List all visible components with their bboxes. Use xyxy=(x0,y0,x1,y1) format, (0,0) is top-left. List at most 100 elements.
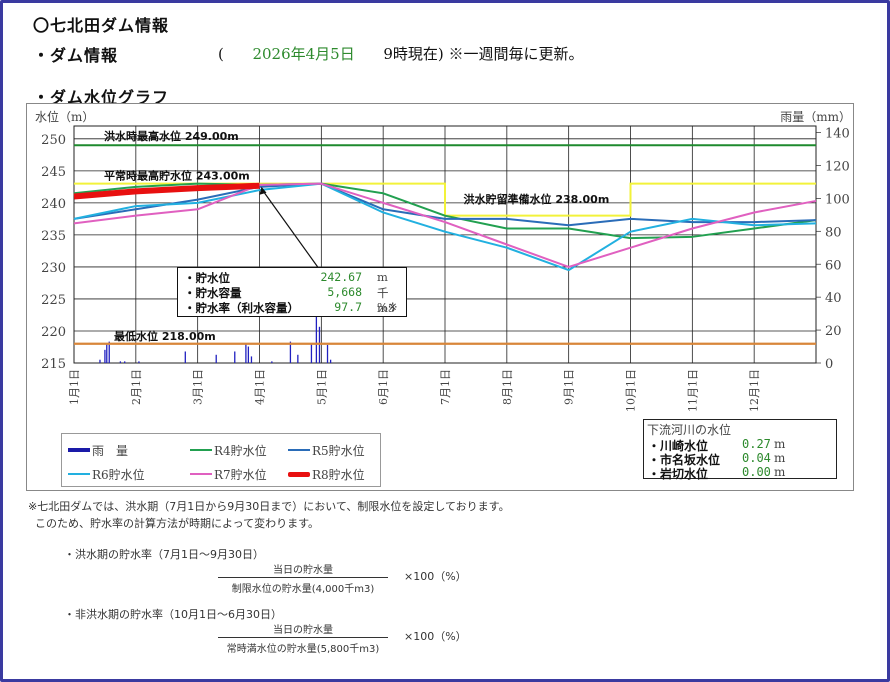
downstream-river-levels: 下流河川の水位 ・川崎水位 0.27 m ・市名坂水位 0.04 m ・岩切水位… xyxy=(643,419,837,481)
x-tick-label: 5月1日 xyxy=(315,369,328,405)
non-flood-season-formula: 当日の貯水量 常時満水位の貯水量(5,800千m3) xyxy=(218,621,388,655)
callout-arrowhead xyxy=(259,186,267,195)
ds-unit: m xyxy=(774,451,786,465)
calculation-note: このため、貯水率の計算方法が時期によって変わります。 xyxy=(28,517,320,530)
legend-label: 雨 量 xyxy=(92,443,129,458)
ds-label: ・市名坂水位 xyxy=(648,453,721,467)
normal-max-level-line xyxy=(74,182,816,217)
y-tick-label: 235 xyxy=(41,229,66,244)
series-line-R7貯水位 xyxy=(73,182,817,268)
legend-label: R5貯水位 xyxy=(312,443,365,458)
info-label: ・貯水容量 xyxy=(184,286,242,300)
legend-item-r6: R6貯水位 xyxy=(68,466,145,482)
flood-season-formula: 当日の貯水量 制限水位の貯水量(4,000千m3) xyxy=(218,561,388,595)
x-tick-label: 8月1日 xyxy=(501,369,514,405)
legend-item-rainfall: 雨 量 xyxy=(68,442,128,458)
x-tick-label: 11月1日 xyxy=(686,369,699,412)
downstream-row-kawasaki: ・川崎水位 0.27 m xyxy=(648,437,833,453)
legend-label: R8貯水位 xyxy=(312,467,365,482)
flood-season-rate-title: ・洪水期の貯水率（7月1日～9月30日） xyxy=(64,548,264,561)
update-time-note: 9時現在) ※一週間毎に更新。 xyxy=(383,45,584,63)
info-unit: %※ xyxy=(377,300,398,314)
page-title: 〇七北田ダム情報 xyxy=(33,16,170,35)
info-value: 242.67 xyxy=(320,270,362,284)
info-value: 97.7 xyxy=(334,300,362,314)
flood-multiplier: ×100（%） xyxy=(404,570,467,583)
info-unit: m xyxy=(377,270,388,284)
series-line-R8貯水位 xyxy=(73,182,260,200)
info-row-storage-volume: ・貯水容量 5,668 千m3 xyxy=(184,285,404,315)
non-flood-season-rate-title: ・非洪水期の貯水率（10月1日～6月30日） xyxy=(64,608,282,621)
ds-unit: m xyxy=(774,465,786,479)
legend-label: R6貯水位 xyxy=(92,467,145,482)
y2-tick-label: 60 xyxy=(825,258,842,273)
reference-line-label: 洪水時最高水位 249.00m xyxy=(104,129,239,143)
reference-line-label: 平常時最高貯水位 243.00m xyxy=(104,169,250,183)
chart-plot-area: 215 220 225 230 235 240 245 250 0 20 40 60 80 100 120 1… xyxy=(41,125,850,412)
y-tick-label: 240 xyxy=(41,197,66,212)
chart-legend: 雨 量 R4貯水位 R5貯水位 R6貯水位 R7貯水位 R8貯水位 xyxy=(61,433,381,487)
callout-arrow xyxy=(261,188,320,270)
x-tick-label: 1月1日 xyxy=(68,369,81,405)
x-tick-label: 7月1日 xyxy=(439,369,452,405)
legend-label: R7貯水位 xyxy=(214,467,267,482)
y-axis-label-left: 水位（m） xyxy=(35,110,95,124)
y2-tick-label: 0 xyxy=(825,357,833,372)
water-level-graph-heading: ・ダム水位グラフ xyxy=(33,88,170,107)
ds-value: 0.27 xyxy=(742,437,771,451)
y2-tick-label: 20 xyxy=(825,324,842,339)
legend-label: R4貯水位 xyxy=(214,443,267,458)
flood-season-note: ※七北田ダムでは、洪水期（7月1日から9月30日まで）において、制限水位を設定し… xyxy=(28,500,510,513)
formula-numerator: 当日の貯水量 xyxy=(218,621,388,638)
x-tick-label: 2月1日 xyxy=(130,369,143,405)
stamp-open-paren: ( xyxy=(218,45,224,63)
ds-value: 0.04 xyxy=(742,451,771,465)
x-tick-label: 6月1日 xyxy=(377,369,390,405)
legend-swatch xyxy=(190,449,212,451)
water-level-chart: 水位（m） 雨量（mm） 215 220 225 230 235 240 245 250 0 20… xyxy=(26,103,854,491)
dam-info-heading: ・ダム情報 xyxy=(33,46,119,65)
legend-swatch xyxy=(68,448,90,452)
reference-line-label: 洪水貯留準備水位 238.00m xyxy=(464,192,610,206)
legend-swatch xyxy=(288,449,310,451)
update-date: 2026年4月5日 xyxy=(252,45,355,63)
update-timestamp: ( 2026年4月5日 9時現在) ※一週間毎に更新。 xyxy=(218,43,584,64)
downstream-row-iwakiri: ・岩切水位 0.00 m xyxy=(648,465,833,481)
x-tick-label: 4月1日 xyxy=(254,369,267,405)
plot-border xyxy=(73,125,817,364)
y-tick-label: 225 xyxy=(41,293,66,308)
downstream-title: 下流河川の水位 xyxy=(647,423,732,437)
y-tick-label: 215 xyxy=(41,357,66,372)
y2-tick-label: 120 xyxy=(825,160,850,175)
legend-swatch xyxy=(68,473,90,475)
y2-tick-label: 80 xyxy=(825,225,842,240)
y2-tick-label: 140 xyxy=(825,127,850,142)
formula-numerator: 当日の貯水量 xyxy=(218,561,388,578)
y-tick-label: 230 xyxy=(41,261,66,276)
y-tick-label: 245 xyxy=(41,165,66,180)
x-tick-label: 9月1日 xyxy=(563,369,576,405)
downstream-row-ichinazaka: ・市名坂水位 0.04 m xyxy=(648,451,833,467)
series-line-R4貯水位 xyxy=(73,182,817,240)
legend-swatch xyxy=(288,471,310,477)
series-line-R6貯水位 xyxy=(73,182,817,272)
legend-item-r8: R8貯水位 xyxy=(288,466,365,482)
legend-item-r4: R4貯水位 xyxy=(190,442,267,458)
ds-value: 0.00 xyxy=(742,465,771,479)
y2-tick-label: 100 xyxy=(825,192,850,207)
series-line-R5貯水位 xyxy=(73,182,817,227)
legend-item-r5: R5貯水位 xyxy=(288,442,365,458)
info-label: ・貯水位 xyxy=(184,271,230,285)
y-tick-label: 250 xyxy=(41,133,66,148)
y-tick-label: 220 xyxy=(41,325,66,340)
y-axis-label-right: 雨量（mm） xyxy=(780,110,851,124)
info-value: 5,668 xyxy=(327,285,362,299)
info-label: ・貯水率（利水容量） xyxy=(184,301,299,315)
reference-line-label: 最低水位 218.00m xyxy=(114,329,216,343)
ds-unit: m xyxy=(774,437,786,451)
formula-denominator: 制限水位の貯水量(4,000千m3) xyxy=(231,584,375,595)
x-tick-label: 12月1日 xyxy=(748,369,761,412)
non-flood-multiplier: ×100（%） xyxy=(404,630,467,643)
formula-denominator: 常時満水位の貯水量(5,800千m3) xyxy=(226,644,380,655)
ds-label: ・川崎水位 xyxy=(648,439,709,453)
